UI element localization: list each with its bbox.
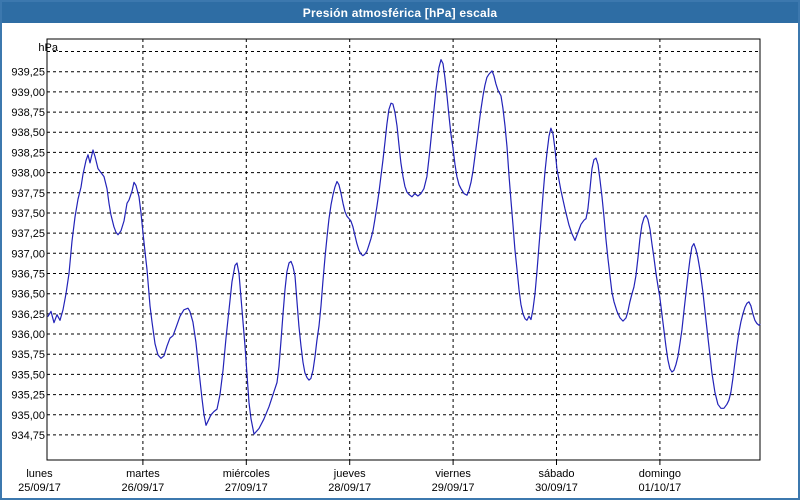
y-tick-label: 936,50 bbox=[11, 289, 45, 301]
y-tick-label: 935,25 bbox=[11, 390, 45, 402]
y-tick-label: 935,50 bbox=[11, 369, 45, 381]
pressure-line bbox=[47, 58, 761, 435]
x-date-label: 30/09/17 bbox=[535, 482, 578, 494]
x-date-label: 26/09/17 bbox=[121, 482, 164, 494]
window-titlebar[interactable]: Presión atmosférica [hPa] escala bbox=[2, 2, 798, 23]
x-date-label: 01/10/17 bbox=[638, 482, 681, 494]
y-tick-label: 937,50 bbox=[11, 208, 45, 220]
plot-frame bbox=[46, 38, 761, 461]
x-day-label: martes bbox=[126, 468, 160, 480]
x-day-label: jueves bbox=[333, 468, 366, 480]
x-day-label: domingo bbox=[639, 468, 681, 480]
y-tick-label: 934,75 bbox=[11, 430, 45, 442]
y-tick-label: 939,25 bbox=[11, 67, 45, 79]
y-tick-label: 936,75 bbox=[11, 269, 45, 281]
y-tick-label: 938,25 bbox=[11, 147, 45, 159]
x-date-label: 25/09/17 bbox=[18, 482, 61, 494]
y-tick-label: 938,75 bbox=[11, 107, 45, 119]
y-axis-unit-label: hPa bbox=[38, 42, 58, 54]
y-tick-label: 935,00 bbox=[11, 410, 45, 422]
x-day-label: miércoles bbox=[223, 468, 271, 480]
y-tick-label: 936,25 bbox=[11, 309, 45, 321]
page-title: Presión atmosférica [hPa] escala bbox=[302, 5, 498, 20]
x-date-label: 27/09/17 bbox=[225, 482, 268, 494]
y-tick-label: 935,75 bbox=[11, 349, 45, 361]
y-tick-label: 937,25 bbox=[11, 228, 45, 240]
y-tick-label: 937,00 bbox=[11, 248, 45, 260]
x-day-label: lunes bbox=[26, 468, 53, 480]
y-tick-label: 938,00 bbox=[11, 168, 45, 180]
x-day-label: sábado bbox=[538, 468, 574, 480]
x-day-label: viernes bbox=[435, 468, 471, 480]
y-tick-label: 937,75 bbox=[11, 188, 45, 200]
x-date-label: 29/09/17 bbox=[432, 482, 475, 494]
y-tick-label: 938,50 bbox=[11, 127, 45, 139]
y-tick-label: 936,00 bbox=[11, 329, 45, 341]
x-date-label: 28/09/17 bbox=[328, 482, 371, 494]
y-tick-label: 939,00 bbox=[11, 87, 45, 99]
